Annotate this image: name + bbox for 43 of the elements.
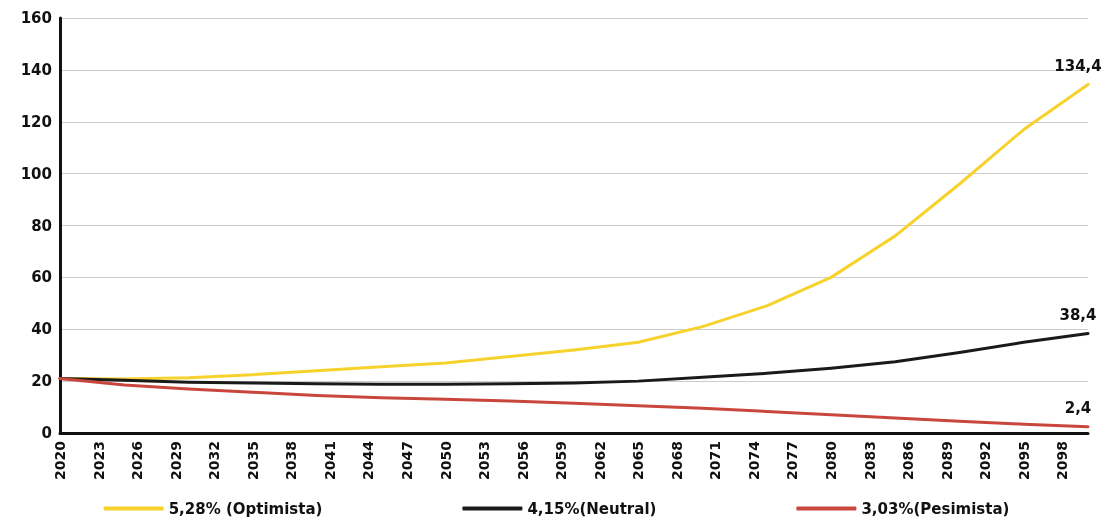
y-tick-label: 60 (31, 268, 52, 287)
x-tick-label: 2053 (476, 441, 493, 480)
x-tick-label: 2074 (745, 440, 762, 480)
x-tick-label: 2023 (90, 441, 107, 480)
x-tick-label: 2044 (360, 440, 377, 480)
y-tick-label: 160 (20, 9, 52, 27)
y-tick-label: 100 (20, 164, 52, 183)
x-tick-label: 2080 (823, 440, 839, 480)
y-tick-label: 0 (41, 424, 52, 442)
x-tick-label: 2077 (784, 441, 801, 480)
x-tick-label: 2095 (1015, 441, 1032, 480)
x-tick-label: 2047 (398, 441, 415, 480)
y-tick-label: 140 (20, 60, 52, 79)
x-tick-label: 2062 (591, 441, 608, 480)
data-label: 134,4 (1054, 56, 1102, 75)
legend-label: 4,15%(Neutral) (527, 499, 657, 518)
x-tick-label: 2092 (977, 441, 994, 480)
legend-label: 5,28% (Optimista) (168, 499, 323, 518)
x-tick-label: 2086 (900, 441, 917, 480)
x-tick-label: 2059 (553, 441, 570, 480)
y-tick-label: 120 (20, 112, 52, 131)
x-tick-label: 2050 (437, 440, 454, 480)
legend-label: 3,03%(Pesimista) (861, 499, 1010, 518)
y-tick-label: 40 (31, 320, 52, 339)
x-tick-label: 2020 (52, 440, 68, 480)
x-tick-label: 2029 (167, 441, 184, 480)
line-series (58, 377, 1090, 429)
x-tick-label: 2089 (938, 441, 955, 480)
x-tick-label: 2026 (129, 441, 146, 480)
y-tick-label: 20 (31, 372, 52, 391)
x-tick-label: 2032 (206, 441, 223, 480)
x-tick-label: 2065 (630, 441, 647, 480)
data-label: 38,4 (1059, 305, 1097, 324)
x-tick-label: 2041 (321, 441, 338, 480)
data-label: 2,4 (1064, 399, 1092, 418)
x-tick-label: 2035 (244, 441, 261, 480)
x-tick-label: 2056 (514, 441, 531, 480)
x-tick-label: 2083 (861, 441, 878, 480)
x-tick-label: 2068 (668, 441, 685, 480)
x-tick-label: 2038 (283, 441, 300, 480)
x-tick-label: 2071 (707, 441, 724, 480)
x-tick-label: 2098 (1054, 441, 1071, 480)
y-tick-label: 80 (31, 216, 52, 235)
